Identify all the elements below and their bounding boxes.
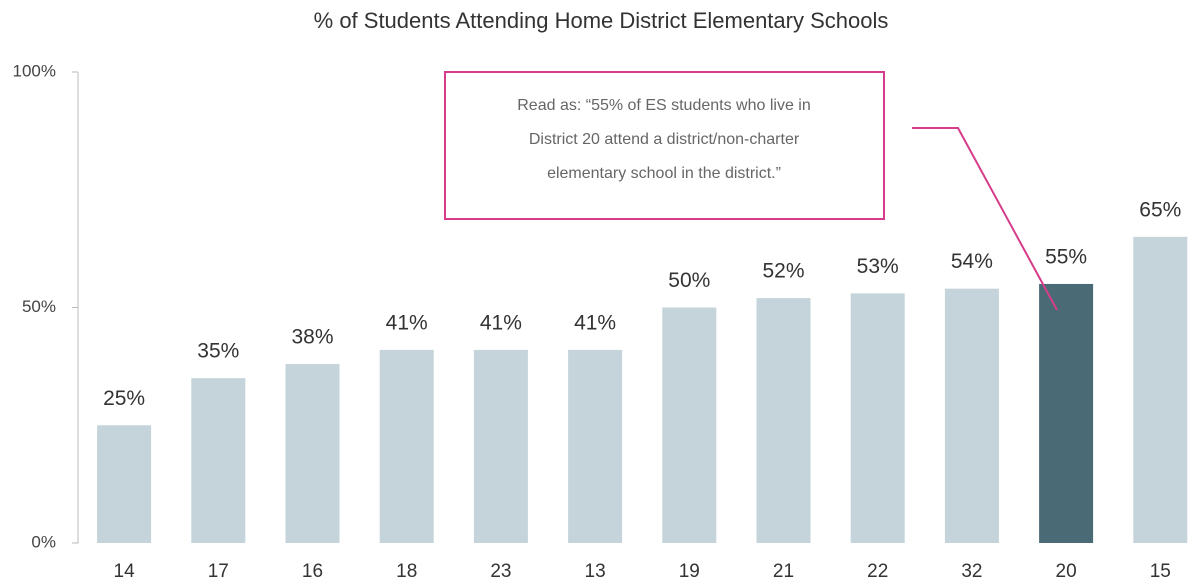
x-tick-label: 15 xyxy=(1150,561,1171,582)
data-label: 38% xyxy=(291,326,333,349)
y-tick-label: 0% xyxy=(31,532,56,551)
x-tick-label: 16 xyxy=(302,561,323,582)
bar xyxy=(756,298,811,543)
x-tick-label: 23 xyxy=(490,561,511,582)
annotation-line: elementary school in the district.” xyxy=(547,165,781,182)
bar xyxy=(97,425,152,543)
data-label: 53% xyxy=(857,255,899,278)
bar xyxy=(568,349,623,543)
bar xyxy=(662,307,717,543)
x-tick-label: 18 xyxy=(396,561,417,582)
x-tick-label: 17 xyxy=(208,561,229,582)
data-label: 35% xyxy=(197,340,239,363)
bar xyxy=(379,349,434,543)
data-label: 41% xyxy=(574,311,616,334)
data-label: 65% xyxy=(1139,198,1181,221)
data-label: 41% xyxy=(480,311,522,334)
data-label: 50% xyxy=(668,269,710,292)
x-tick-label: 32 xyxy=(961,561,982,582)
annotation-box xyxy=(444,71,885,220)
x-tick-label: 22 xyxy=(867,561,888,582)
chart-title: % of Students Attending Home District El… xyxy=(314,8,889,33)
x-tick-label: 21 xyxy=(773,561,794,582)
data-label: 41% xyxy=(386,311,428,334)
bar xyxy=(1039,283,1094,543)
x-tick-label: 20 xyxy=(1056,561,1077,582)
data-label: 55% xyxy=(1045,245,1087,268)
x-tick-label: 13 xyxy=(585,561,606,582)
bar xyxy=(1133,236,1188,543)
data-label: 25% xyxy=(103,387,145,410)
bar xyxy=(850,293,905,543)
x-tick-label: 19 xyxy=(679,561,700,582)
bar xyxy=(285,364,340,543)
y-tick-label: 50% xyxy=(22,297,56,316)
callout-line xyxy=(912,127,1058,311)
y-tick-label: 100% xyxy=(13,61,56,80)
x-tick-label: 14 xyxy=(114,561,136,582)
data-label: 54% xyxy=(951,250,993,273)
annotation-line: District 20 attend a district/non-charte… xyxy=(529,131,800,148)
data-label: 52% xyxy=(762,260,804,283)
annotation-line: Read as: “55% of ES students who live in xyxy=(517,97,811,114)
bar xyxy=(473,349,528,543)
bar xyxy=(191,378,246,543)
bar xyxy=(944,288,999,543)
